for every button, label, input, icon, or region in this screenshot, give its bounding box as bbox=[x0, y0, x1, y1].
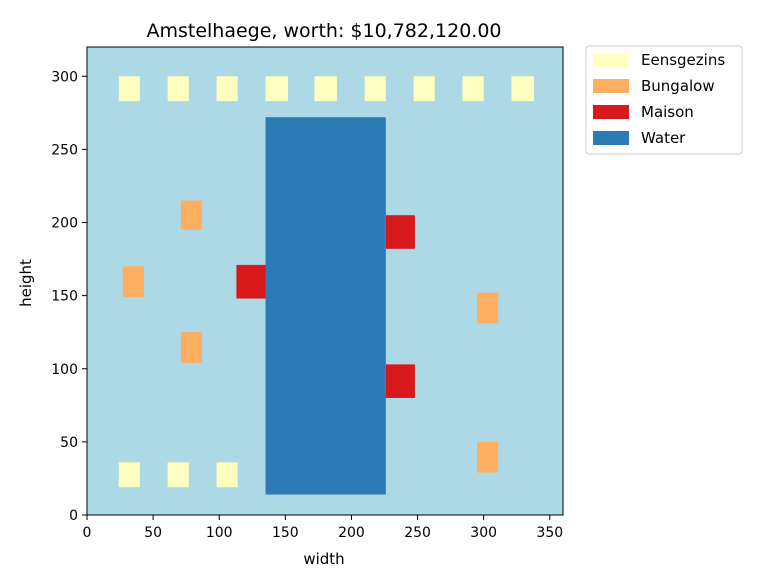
eensgezins-mark bbox=[118, 76, 140, 102]
legend-label-eensgezins: Eensgezins bbox=[641, 51, 725, 69]
x-tick-label: 300 bbox=[470, 525, 497, 541]
y-axis: 0 50 100 150 200 250 300 bbox=[51, 69, 87, 524]
legend-swatch-maison bbox=[593, 105, 629, 119]
eensgezins-mark bbox=[118, 462, 140, 488]
eensgezins-mark bbox=[462, 76, 484, 102]
plot-frame bbox=[86, 46, 564, 516]
x-tick-label: 250 bbox=[404, 525, 431, 541]
eensgezins-mark bbox=[511, 76, 534, 102]
legend-label-water: Water bbox=[641, 129, 686, 147]
eensgezins-mark bbox=[167, 462, 189, 488]
bungalow-mark bbox=[180, 332, 203, 363]
legend-swatch-eensgezins bbox=[593, 53, 629, 67]
legend-swatch-bungalow bbox=[593, 79, 629, 93]
eensgezins-mark bbox=[167, 76, 189, 102]
water-mark bbox=[265, 117, 386, 495]
y-tick-label: 100 bbox=[51, 362, 78, 378]
eensgezins-mark bbox=[265, 76, 288, 102]
eensgezins-mark bbox=[364, 76, 386, 102]
maison-mark bbox=[236, 264, 266, 299]
chart-title: Amstelhaege, worth: $10,782,120.00 bbox=[146, 20, 501, 42]
x-axis: 0 50 100 150 200 250 300 350 bbox=[83, 515, 563, 541]
legend-label-bungalow: Bungalow bbox=[641, 77, 715, 95]
plot-items bbox=[118, 76, 534, 495]
x-tick-label: 0 bbox=[83, 525, 92, 541]
x-tick-label: 100 bbox=[206, 525, 233, 541]
y-tick-label: 0 bbox=[69, 508, 78, 524]
maison-mark bbox=[385, 215, 415, 249]
legend: Eensgezins Bungalow Maison Water bbox=[585, 45, 743, 155]
y-tick-label: 250 bbox=[51, 142, 78, 158]
eensgezins-mark bbox=[413, 76, 435, 102]
eensgezins-mark bbox=[216, 76, 238, 102]
bungalow-mark bbox=[477, 292, 499, 324]
x-tick-label: 350 bbox=[536, 525, 563, 541]
y-tick-label: 150 bbox=[51, 289, 78, 305]
y-tick-label: 50 bbox=[60, 435, 78, 451]
legend-swatch-water bbox=[593, 131, 629, 145]
legend-label-maison: Maison bbox=[641, 103, 694, 121]
y-tick-label: 200 bbox=[51, 216, 78, 232]
x-tick-label: 150 bbox=[272, 525, 299, 541]
x-tick-label: 50 bbox=[144, 525, 162, 541]
y-axis-label: height bbox=[17, 259, 35, 307]
eensgezins-mark bbox=[216, 462, 238, 488]
x-axis-label: width bbox=[303, 550, 344, 568]
eensgezins-mark bbox=[314, 76, 337, 102]
y-tick-label: 300 bbox=[51, 69, 78, 85]
bungalow-mark bbox=[477, 441, 499, 473]
maison-mark bbox=[385, 364, 415, 398]
legend-frame bbox=[585, 45, 743, 155]
bungalow-mark bbox=[180, 200, 203, 230]
bungalow-mark bbox=[122, 266, 144, 298]
x-tick-label: 200 bbox=[338, 525, 365, 541]
